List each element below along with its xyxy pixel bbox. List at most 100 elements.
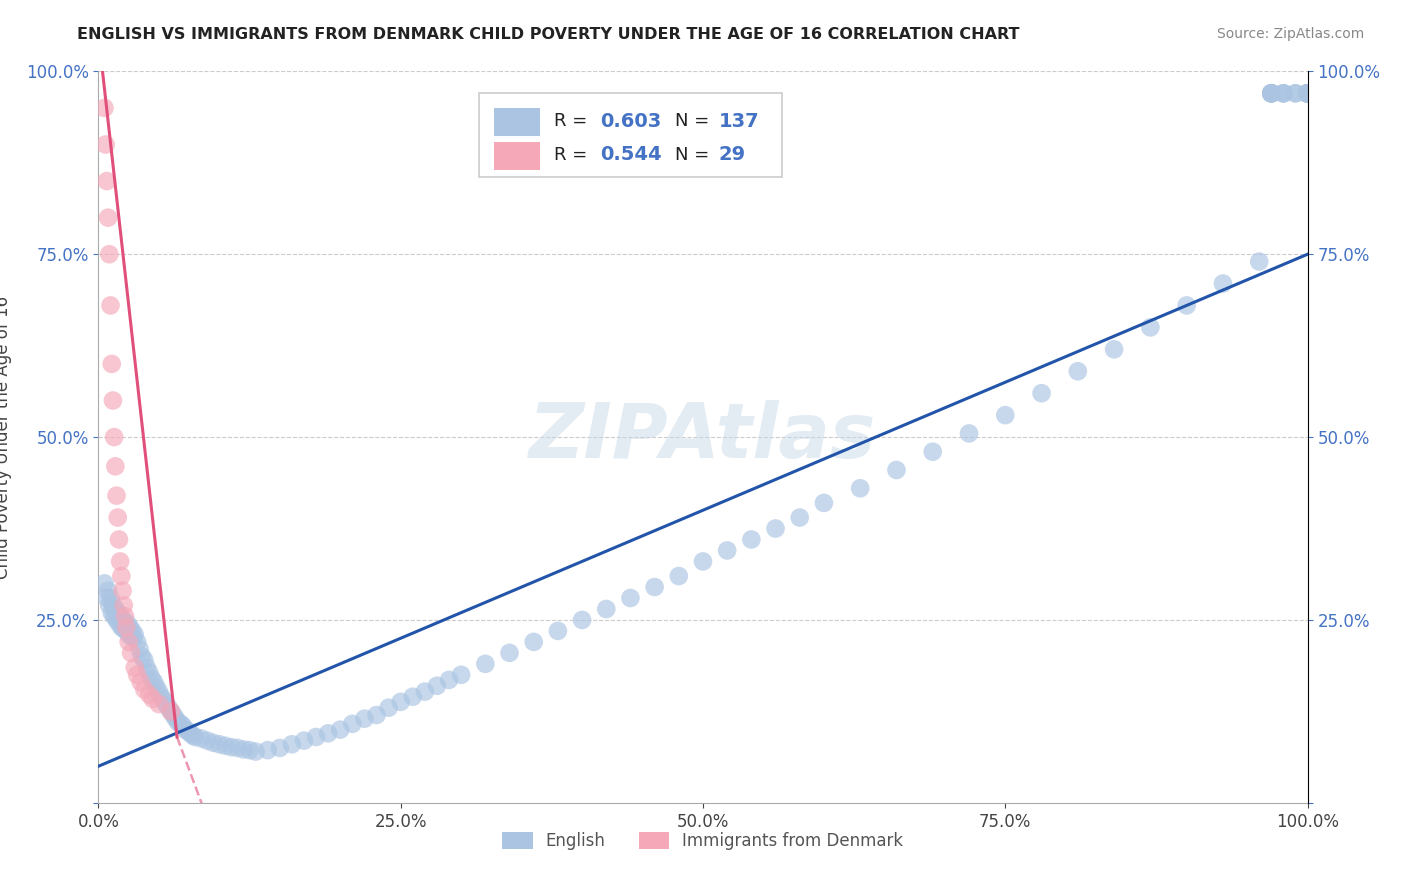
Point [108, 609, 131, 624]
Point [813, 496, 835, 510]
Point [120, 646, 142, 660]
Point [668, 569, 690, 583]
Point [292, 733, 315, 747]
Point [172, 719, 194, 733]
Point [112, 622, 135, 636]
Point [96, 591, 118, 605]
Point [353, 712, 375, 726]
Point [1249, 254, 1271, 268]
Point [108, 533, 131, 547]
Point [150, 690, 173, 704]
Point [1296, 87, 1319, 101]
Text: R =: R = [554, 112, 593, 130]
Point [1260, 87, 1282, 101]
Point [1296, 87, 1319, 101]
Point [1296, 87, 1319, 101]
Point [129, 675, 152, 690]
Point [413, 684, 436, 698]
Point [100, 591, 122, 605]
Text: 137: 137 [718, 112, 759, 131]
FancyBboxPatch shape [479, 94, 782, 178]
Point [994, 408, 1017, 422]
Point [1296, 87, 1319, 101]
Point [167, 715, 190, 730]
Point [1296, 87, 1319, 101]
Point [148, 684, 170, 698]
Point [155, 697, 177, 711]
Point [160, 705, 183, 719]
Point [214, 739, 236, 753]
Point [1296, 87, 1319, 101]
Point [1139, 320, 1161, 334]
Point [1260, 87, 1282, 101]
Point [523, 635, 546, 649]
Point [165, 712, 187, 726]
Point [96, 174, 118, 188]
Point [226, 740, 249, 755]
Point [921, 444, 943, 458]
Point [131, 649, 153, 664]
Point [118, 627, 141, 641]
Point [122, 632, 145, 646]
Point [108, 616, 131, 631]
Point [740, 533, 762, 547]
Point [269, 740, 291, 755]
Point [245, 745, 267, 759]
Point [142, 692, 165, 706]
Point [111, 583, 134, 598]
Point [886, 463, 908, 477]
Point [107, 510, 129, 524]
Point [195, 733, 218, 747]
Point [93, 576, 115, 591]
Point [160, 705, 183, 719]
Point [692, 554, 714, 568]
Point [145, 680, 167, 694]
Point [162, 708, 184, 723]
Text: ZIPAtlas: ZIPAtlas [529, 401, 877, 474]
Point [120, 629, 142, 643]
Point [1296, 87, 1319, 101]
Point [1212, 277, 1234, 291]
Point [765, 521, 787, 535]
Point [1175, 298, 1198, 312]
Point [1296, 87, 1319, 101]
Point [239, 743, 262, 757]
Point [316, 726, 339, 740]
Point [208, 737, 231, 751]
Text: 0.544: 0.544 [600, 145, 662, 164]
Point [105, 613, 128, 627]
Point [595, 602, 617, 616]
Point [104, 459, 127, 474]
Point [1031, 386, 1053, 401]
Point [1260, 87, 1282, 101]
Point [93, 101, 115, 115]
Point [1067, 364, 1090, 378]
Point [1296, 87, 1319, 101]
Point [97, 583, 120, 598]
Point [1272, 87, 1295, 101]
Point [124, 627, 146, 641]
Point [1296, 87, 1319, 101]
Point [134, 653, 156, 667]
Point [474, 657, 496, 671]
Point [437, 673, 460, 687]
Point [1296, 87, 1319, 101]
Point [98, 599, 121, 613]
Point [571, 613, 593, 627]
Point [450, 667, 472, 681]
Point [94, 137, 117, 152]
Point [128, 642, 150, 657]
Text: 0.603: 0.603 [600, 112, 661, 131]
Point [98, 247, 121, 261]
Point [108, 554, 131, 568]
Point [1296, 87, 1319, 101]
Point [152, 693, 174, 707]
Legend: English, Immigrants from Denmark: English, Immigrants from Denmark [496, 825, 910, 856]
Point [110, 620, 132, 634]
Point [143, 675, 166, 690]
Point [1296, 87, 1319, 101]
Point [134, 682, 156, 697]
Point [104, 602, 127, 616]
Point [111, 613, 134, 627]
Point [1296, 87, 1319, 101]
